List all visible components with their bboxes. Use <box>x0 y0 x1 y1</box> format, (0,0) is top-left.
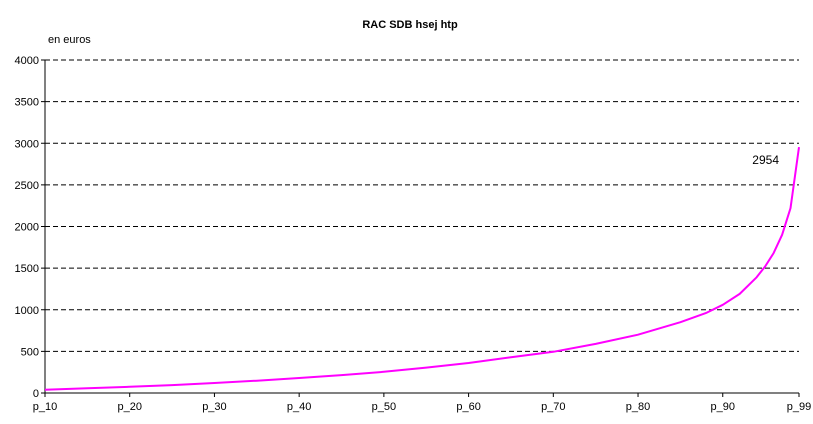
y-tick-label: 3000 <box>15 138 39 150</box>
y-tick-label: 2000 <box>15 222 39 234</box>
x-tick-label: p_90 <box>711 401 735 413</box>
chart-title: RAC SDB hsej htp <box>362 19 458 31</box>
data-label: 2954 <box>752 153 779 167</box>
x-tick-label: p_30 <box>202 401 226 413</box>
series-line <box>44 146 800 391</box>
y-tick-label: 0 <box>33 388 39 400</box>
annotations: 2954 <box>752 153 779 167</box>
y-tick-label: 500 <box>21 346 39 358</box>
x-tick-label: p_99 <box>787 401 811 413</box>
y-axis-unit-label: en euros <box>48 34 91 46</box>
x-axis-ticks: p_10 p_20 p_30 p_40 p_50 p_60 p_70 p_80 p_90 p_99 <box>33 393 811 413</box>
y-tick-label: 3500 <box>15 97 39 109</box>
x-tick-label: p_60 <box>456 401 480 413</box>
y-axis-ticks: 0 500 1000 1500 2000 2500 3000 3500 4000 <box>15 55 45 400</box>
x-tick-label: p_40 <box>287 401 311 413</box>
x-tick-label: p_20 <box>117 401 141 413</box>
x-tick-label: p_50 <box>372 401 396 413</box>
y-tick-label: 4000 <box>15 55 39 67</box>
x-tick-label: p_80 <box>626 401 650 413</box>
x-tick-label: p_10 <box>33 401 57 413</box>
y-tick-label: 1500 <box>15 263 39 275</box>
series-group <box>44 146 800 391</box>
gridlines <box>45 59 799 352</box>
y-tick-label: 2500 <box>15 180 39 192</box>
x-tick-label: p_70 <box>541 401 565 413</box>
y-tick-label: 1000 <box>15 305 39 317</box>
